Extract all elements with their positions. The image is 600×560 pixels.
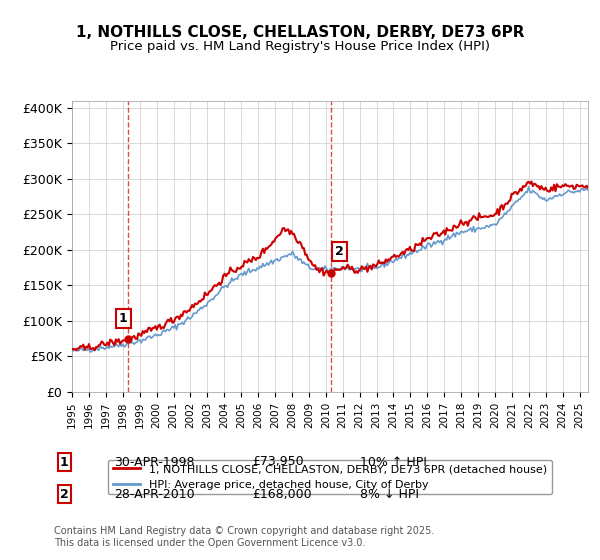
Text: £168,000: £168,000 [252, 488, 311, 501]
Legend: 1, NOTHILLS CLOSE, CHELLASTON, DERBY, DE73 6PR (detached house), HPI: Average pr: 1, NOTHILLS CLOSE, CHELLASTON, DERBY, DE… [108, 460, 552, 494]
Text: 28-APR-2010: 28-APR-2010 [114, 488, 194, 501]
Text: 1, NOTHILLS CLOSE, CHELLASTON, DERBY, DE73 6PR: 1, NOTHILLS CLOSE, CHELLASTON, DERBY, DE… [76, 25, 524, 40]
Text: Price paid vs. HM Land Registry's House Price Index (HPI): Price paid vs. HM Land Registry's House … [110, 40, 490, 53]
Text: 2: 2 [60, 488, 69, 501]
Text: 10% ↑ HPI: 10% ↑ HPI [360, 455, 427, 469]
Text: 2: 2 [335, 245, 344, 258]
Text: £73,950: £73,950 [252, 455, 304, 469]
Text: Contains HM Land Registry data © Crown copyright and database right 2025.
This d: Contains HM Land Registry data © Crown c… [54, 526, 434, 548]
Text: 8% ↓ HPI: 8% ↓ HPI [360, 488, 419, 501]
Text: 1: 1 [60, 455, 69, 469]
Text: 1: 1 [119, 312, 128, 325]
Text: 30-APR-1998: 30-APR-1998 [114, 455, 194, 469]
